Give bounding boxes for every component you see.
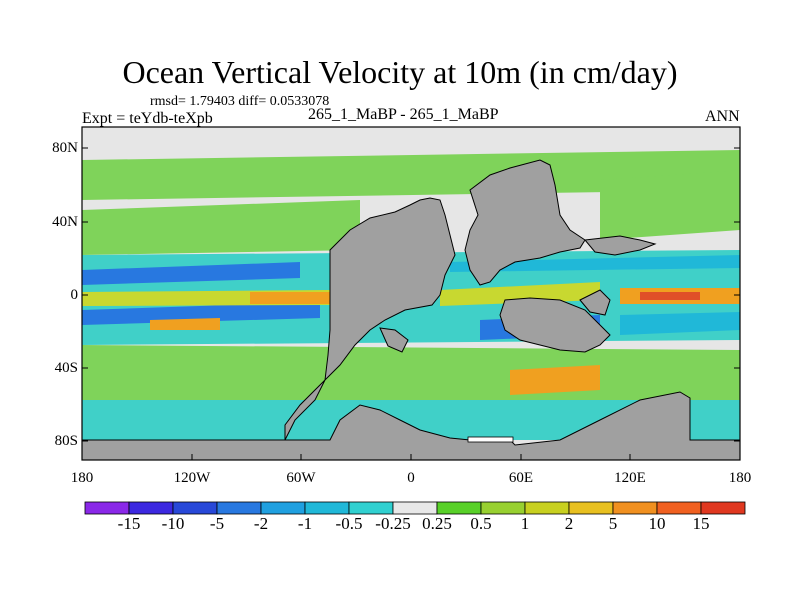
colorbar-label: 10 [648,514,666,533]
colorbar-label: 1 [520,514,530,533]
colorbar-box [392,501,438,515]
colorbar-label: -15 [117,514,141,533]
streak-teal-1 [450,255,740,272]
stats-text: rmsd= 1.79403 diff= 0.0533078 [150,94,330,109]
y-tick-label: 40N [52,214,78,230]
colorbar-box [348,501,394,515]
streak-blue-1 [82,262,300,285]
season-label: ANN [705,108,740,125]
band-southern-ocean [82,400,740,440]
band-mid-north [82,200,360,255]
x-tick-label: 180 [728,470,752,486]
colorbar-label: -0.5 [335,514,363,533]
colorbar-box [216,501,262,515]
colorbar-label: -1 [297,514,313,533]
experiment-label: Expt = teYdb-teXpb [82,110,213,127]
colorbar [84,501,746,515]
colorbar-label: -0.25 [375,514,411,533]
eq-orange-west [250,292,330,304]
colorbar-box [524,501,570,515]
streak-blue-2 [82,302,320,325]
land-island-east [579,289,611,316]
y-tick-label: 0 [70,287,79,303]
map-ticks [81,147,741,460]
colorbar-box [436,501,482,515]
colorbar-box [612,501,658,515]
colorbar-label: 5 [608,514,618,533]
plot-title: Ocean Vertical Velocity at 10m (in cm/da… [122,54,678,90]
colorbar-box [700,501,746,515]
y-tick-label: 80S [54,433,78,449]
colorbar-box [128,501,174,515]
band-north [82,150,740,200]
land-masses [82,159,740,460]
colorbar-box [480,501,526,515]
colorbar-label: -5 [209,514,225,533]
orange-patch-se [510,365,600,395]
eq-red-east [640,292,700,300]
streak-teal-2 [620,312,740,335]
colorbar-label: -10 [161,514,185,533]
x-tick-label: 180 [70,470,94,486]
colorbar-box [84,501,130,515]
x-tick-label: 60E [508,470,534,486]
colorbar-box [656,501,702,515]
colorbar-label: 0.25 [422,514,452,533]
colorbar-label: -2 [253,514,269,533]
band-north-east [600,170,740,240]
ice-shelf-strip [467,436,514,443]
x-tick-label: 120E [614,470,646,486]
colorbar-box [568,501,614,515]
x-tick-label: 0 [407,470,415,486]
land-island-ne [584,235,657,256]
x-tick-label: 60W [286,470,316,486]
map-field [82,127,740,460]
colorbar-box [304,501,350,515]
orange-patch-sw [150,318,220,330]
y-tick-label: 80N [52,140,78,156]
land-main [82,197,740,460]
colorbar-box [260,501,306,515]
case-label: 265_1_MaBP - 265_1_MaBP [308,106,499,123]
land-northeast [464,159,586,286]
colorbar-label: 0.5 [470,514,492,533]
y-tick-label: 40S [54,360,78,376]
land-island-small [379,327,409,353]
colorbar-box [172,501,218,515]
x-tick-label: 120W [173,470,211,486]
colorbar-label: 2 [564,514,574,533]
colorbar-label: 15 [692,514,710,533]
land-central-east [499,297,611,353]
